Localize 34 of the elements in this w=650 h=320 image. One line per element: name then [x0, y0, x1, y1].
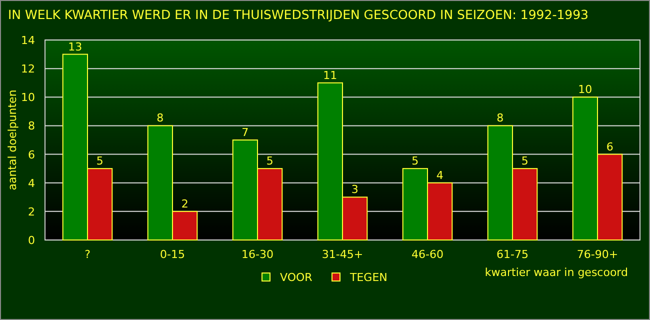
data-label: 5: [412, 154, 419, 168]
x-tick-label: 76-90+: [576, 248, 618, 261]
y-tick-label: 4: [28, 176, 35, 190]
data-label: 13: [68, 40, 82, 54]
y-axis-title: aantal doelpunten: [6, 90, 19, 190]
y-tick-label: 12: [21, 62, 35, 76]
data-label: 8: [496, 112, 504, 125]
legend-label: VOOR: [280, 271, 313, 284]
legend-label: TEGEN: [349, 271, 388, 284]
y-tick-label: 2: [28, 205, 35, 218]
data-label: 5: [521, 154, 528, 168]
x-tick-label: 16-30: [242, 248, 274, 261]
data-label: 5: [96, 154, 104, 168]
data-label: 11: [323, 68, 338, 82]
y-tick-label: 10: [21, 91, 35, 104]
x-tick-label: 61-75: [496, 248, 528, 261]
y-tick-label: 14: [21, 34, 35, 47]
data-label: 4: [436, 168, 444, 182]
chart-title: IN WELK KWARTIER WERD ER IN DE THUISWEDSTRIJDEN GESCOORD IN SEIZOEN: 1992-1993: [8, 7, 589, 22]
x-axis-title: kwartier waar in gescoord: [484, 266, 628, 279]
x-tick-label: ?: [84, 248, 91, 261]
data-label: 6: [606, 140, 614, 154]
y-tick-label: 0: [28, 234, 35, 247]
data-label: 2: [181, 197, 188, 210]
y-tick-label: 6: [28, 148, 35, 162]
data-label: 10: [578, 83, 592, 96]
x-tick-label: 0-15: [160, 248, 185, 261]
data-label: 7: [242, 126, 249, 139]
data-label: 8: [156, 112, 164, 125]
x-tick-label: 46-60: [412, 248, 444, 261]
data-label: 5: [266, 154, 274, 168]
y-tick-label: 8: [28, 120, 35, 133]
data-label: 3: [351, 183, 358, 196]
x-tick-label: 31-45+: [322, 248, 364, 261]
